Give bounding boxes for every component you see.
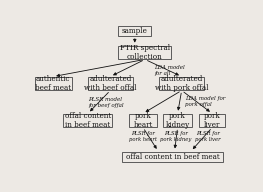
FancyBboxPatch shape (118, 26, 151, 36)
Text: pork
kidney: pork kidney (165, 112, 190, 129)
Text: PLSR for
pork liver: PLSR for pork liver (195, 132, 221, 142)
FancyBboxPatch shape (88, 77, 133, 90)
Text: FTIR spectral
collection: FTIR spectral collection (120, 44, 170, 61)
FancyBboxPatch shape (122, 152, 224, 162)
Text: pork
liver: pork liver (204, 112, 221, 129)
Text: adulterated
with beef offal: adulterated with beef offal (84, 75, 136, 92)
Text: authentic
beef meat: authentic beef meat (35, 75, 71, 92)
Text: PLSR for
pork kidney: PLSR for pork kidney (160, 132, 191, 142)
FancyBboxPatch shape (163, 114, 192, 127)
Text: PLSR model
for beef offal: PLSR model for beef offal (88, 98, 124, 108)
FancyBboxPatch shape (199, 114, 225, 127)
Text: LDA model
for all: LDA model for all (154, 65, 185, 76)
Text: sample: sample (122, 27, 148, 35)
FancyBboxPatch shape (119, 46, 171, 59)
Text: LDA model for
pork offal: LDA model for pork offal (185, 96, 225, 107)
Text: PLSR for
pork heart: PLSR for pork heart (129, 132, 157, 142)
Text: offal content
in beef meat: offal content in beef meat (65, 112, 111, 129)
FancyBboxPatch shape (159, 77, 204, 90)
Text: adulterated
with pork offal: adulterated with pork offal (155, 75, 208, 92)
FancyBboxPatch shape (129, 114, 157, 127)
Text: offal content in beef meat: offal content in beef meat (126, 153, 219, 161)
Text: pork
heart: pork heart (133, 112, 153, 129)
FancyBboxPatch shape (63, 114, 112, 127)
FancyBboxPatch shape (35, 77, 72, 90)
